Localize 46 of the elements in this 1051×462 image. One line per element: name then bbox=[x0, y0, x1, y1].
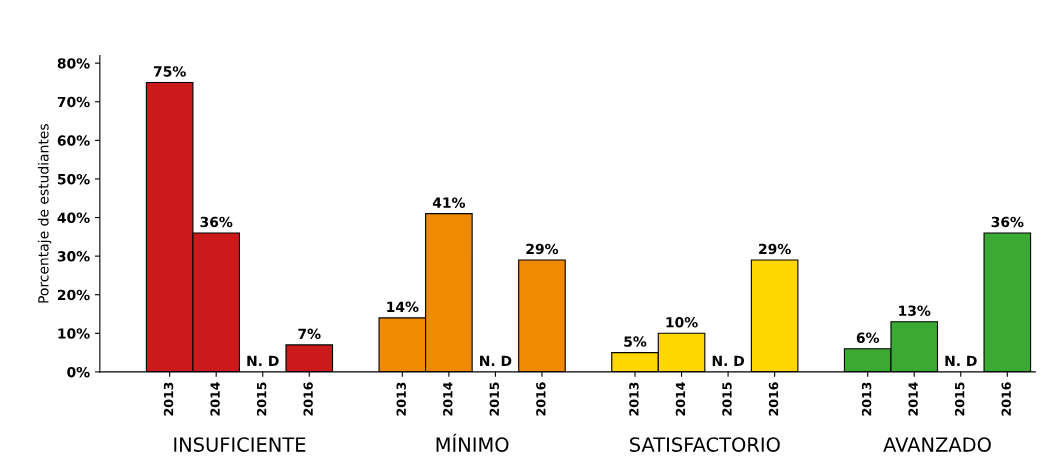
y-tick-label: 50% bbox=[57, 173, 90, 185]
x-tick-label: 2013 bbox=[396, 382, 406, 416]
y-tick-label: 0% bbox=[67, 366, 90, 378]
y-tick-label: 30% bbox=[57, 251, 90, 262]
x-tick-label: 2014 bbox=[675, 382, 686, 416]
x-tick-label: 2015 bbox=[256, 382, 267, 416]
x-tick-label: 2015 bbox=[489, 382, 500, 416]
data-label: 6% bbox=[856, 332, 880, 343]
text: SATISFACTORIO bbox=[630, 437, 780, 452]
data-label: 36% bbox=[200, 216, 233, 228]
x-tick-label: 2016 bbox=[303, 382, 313, 416]
text: N. D bbox=[480, 355, 512, 366]
text: INSUFICIENTE bbox=[174, 437, 306, 452]
x-tick-label: 2014 bbox=[210, 382, 220, 416]
x-tick-label: 2015 bbox=[722, 382, 732, 416]
data-label: 5% bbox=[624, 336, 647, 347]
y-tick-label: 40% bbox=[57, 212, 90, 224]
text: MÍNIMO bbox=[436, 433, 509, 452]
x-tick-label: 2013 bbox=[861, 382, 872, 416]
x-tick-label: 2014 bbox=[443, 382, 453, 416]
y-tick-label: 60% bbox=[57, 135, 90, 146]
text: N. D bbox=[712, 355, 744, 366]
y-tick-label: 20% bbox=[57, 289, 90, 301]
data-label: 29% bbox=[526, 243, 559, 255]
y-axis-title: Porcentaje de estudiantes bbox=[37, 124, 52, 303]
data-label: 13% bbox=[899, 305, 931, 316]
x-tick-label: 2014 bbox=[908, 382, 918, 416]
x-tick-label: 2016 bbox=[768, 382, 779, 416]
x-tick-label: 2013 bbox=[629, 382, 639, 416]
x-tick-label: 2013 bbox=[163, 382, 174, 416]
x-tick-label: 2015 bbox=[954, 382, 965, 416]
data-label: 36% bbox=[991, 216, 1024, 228]
text: AVANZADO bbox=[883, 437, 991, 452]
data-label: 14% bbox=[387, 301, 419, 313]
data-label: 7% bbox=[298, 328, 321, 340]
x-tick-label: 2016 bbox=[1001, 382, 1011, 416]
data-label: 29% bbox=[759, 243, 791, 255]
y-tick-label: 80% bbox=[57, 58, 90, 69]
data-label: 75% bbox=[153, 66, 186, 77]
data-label: 10% bbox=[666, 317, 698, 328]
y-tick-label: 70% bbox=[57, 96, 90, 108]
text: N. D bbox=[247, 355, 279, 366]
y-tick-label: 10% bbox=[58, 328, 90, 339]
x-tick-label: 2016 bbox=[536, 382, 546, 416]
text: N. D bbox=[945, 355, 977, 366]
data-label: 41% bbox=[432, 197, 466, 208]
